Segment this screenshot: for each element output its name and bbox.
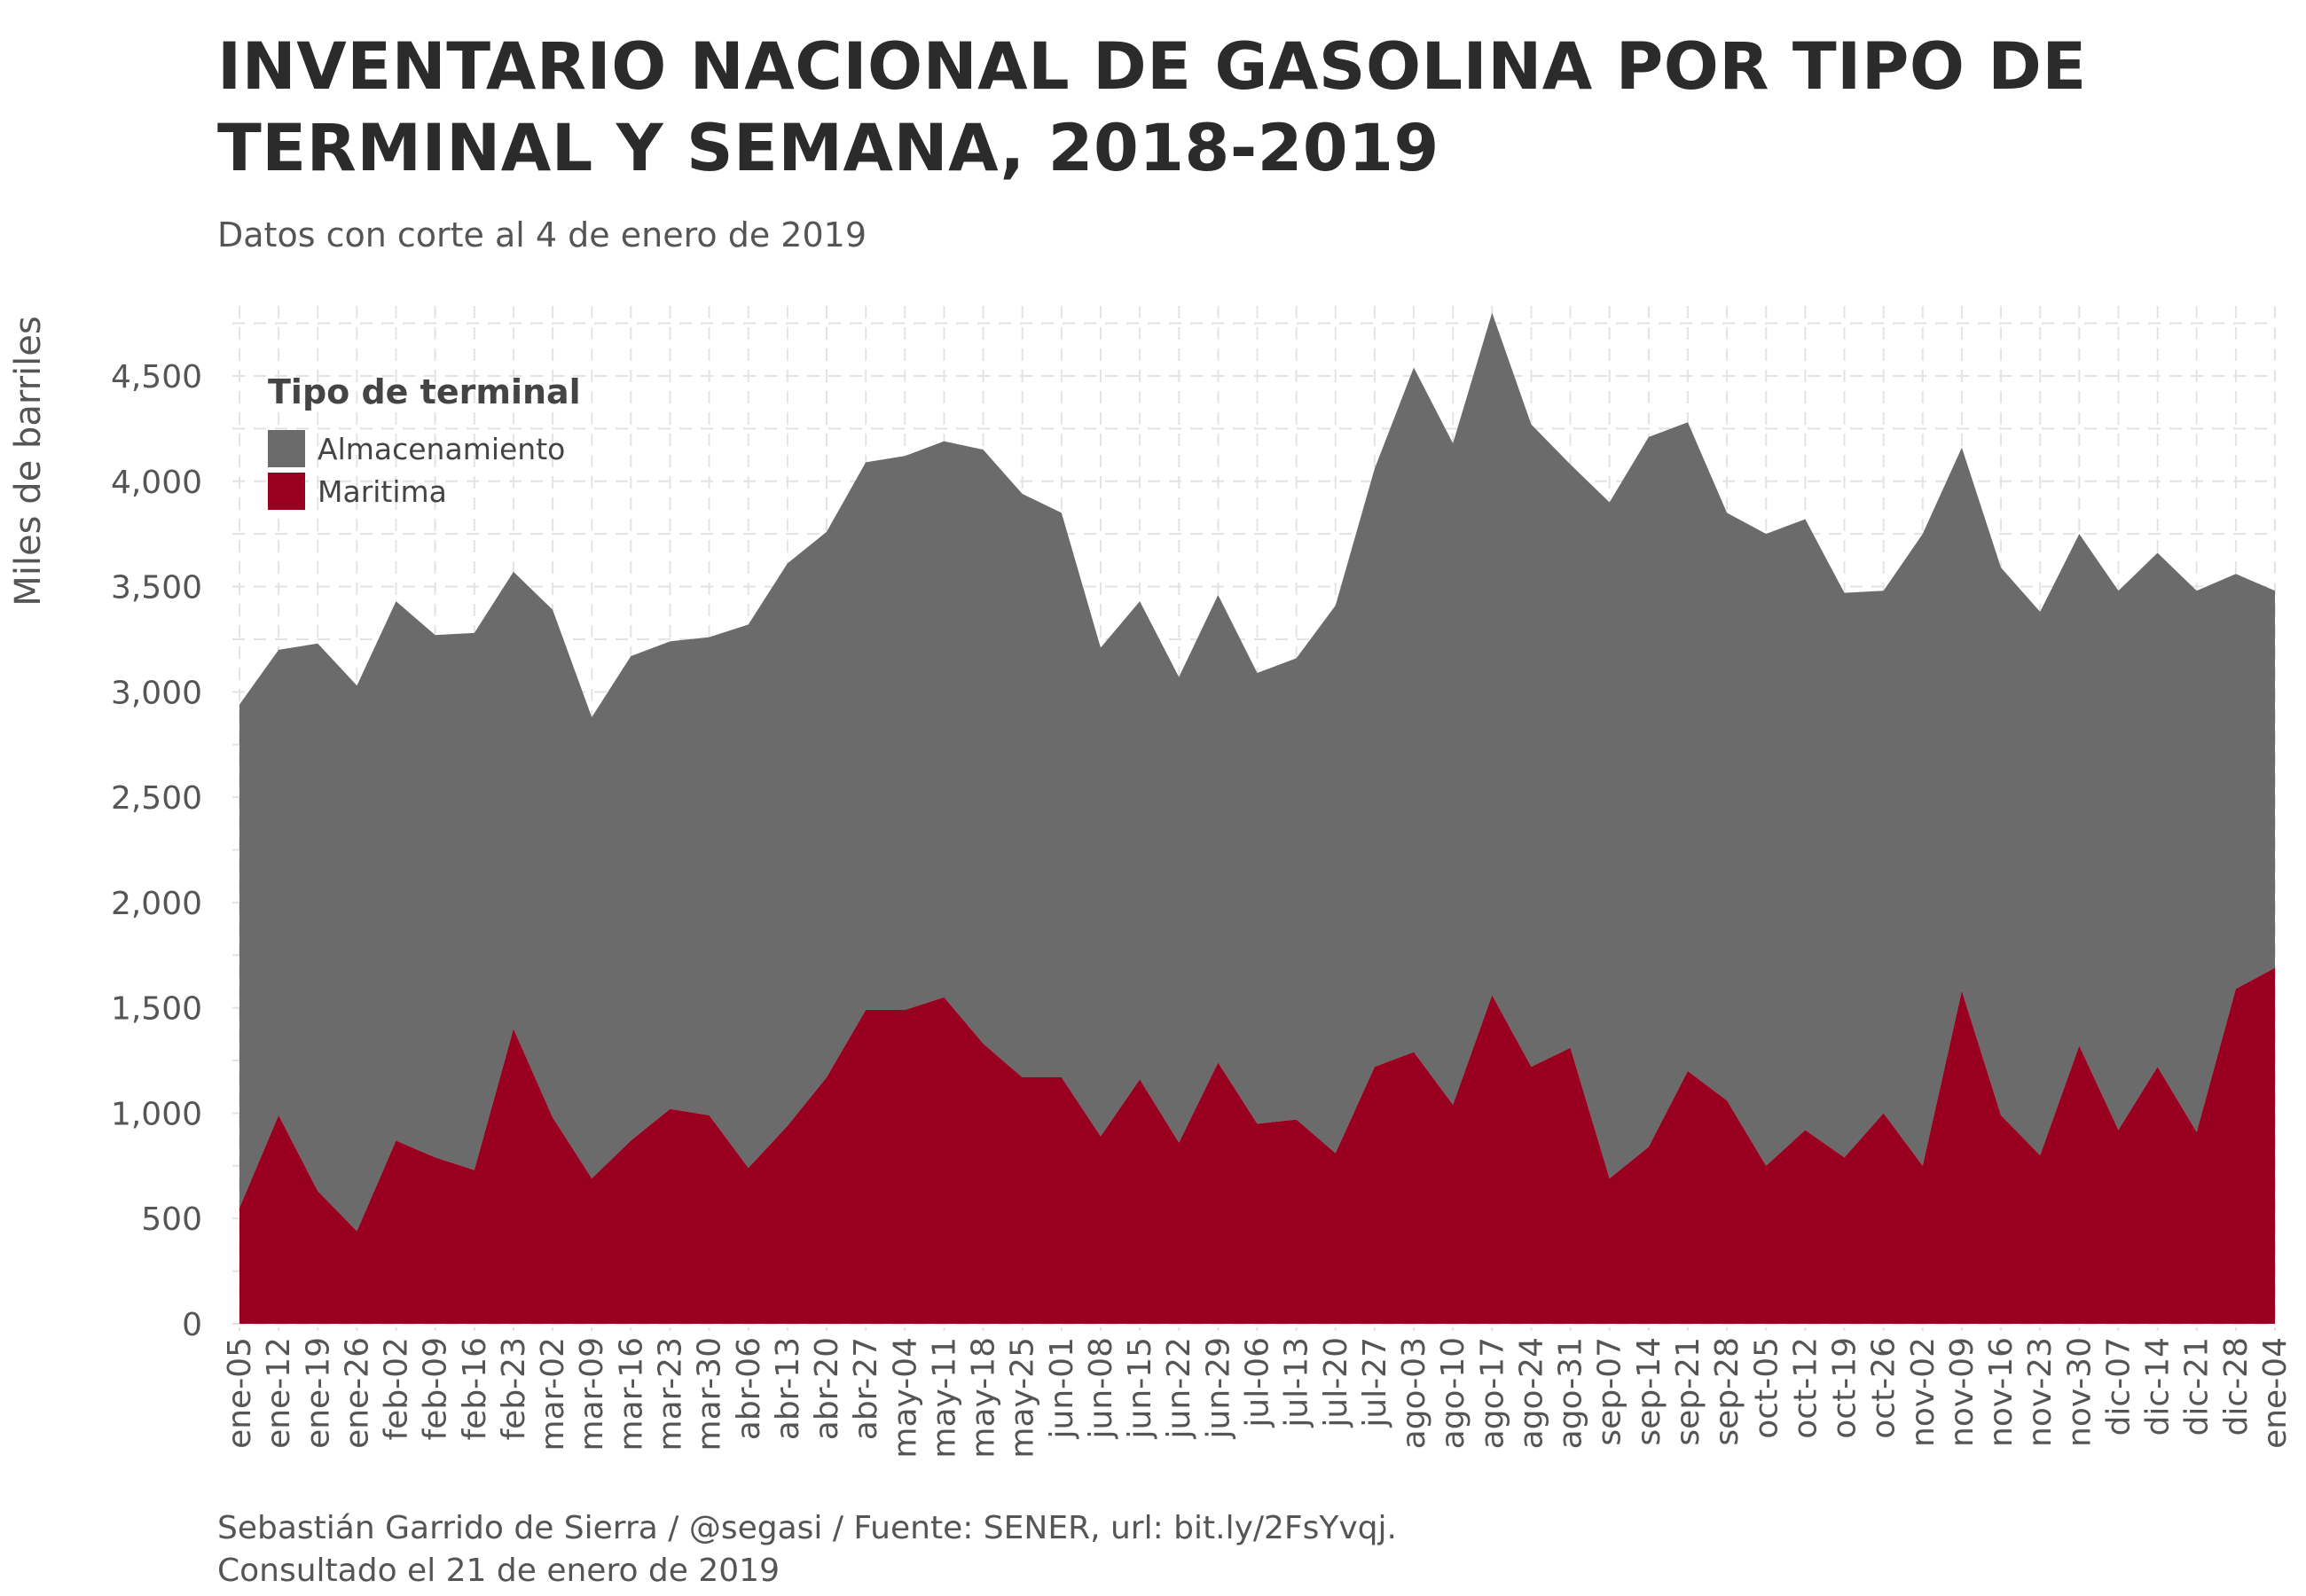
x-tick-label: nov-02 <box>1905 1337 1941 1447</box>
x-tick-label: jun-01 <box>1044 1337 1080 1439</box>
x-tick-label: ago-03 <box>1396 1337 1432 1449</box>
x-tick-label: abr-20 <box>809 1337 845 1440</box>
y-tick-label: 4,000 <box>111 465 202 501</box>
x-tick-label: mar-16 <box>613 1337 649 1451</box>
caption: Sebastián Garrido de Sierra / @segasi / … <box>217 1507 1397 1592</box>
x-tick-label: ene-05 <box>222 1337 258 1449</box>
legend-item-maritima: Maritima <box>268 470 581 512</box>
y-tick-label: 2,500 <box>111 780 202 817</box>
y-tick-label: 1,500 <box>111 991 202 1028</box>
x-tick-label: ene-26 <box>339 1337 375 1449</box>
x-tick-label: ene-12 <box>261 1337 297 1449</box>
x-tick-label: dic-14 <box>2140 1337 2177 1436</box>
x-tick-label: sep-21 <box>1670 1337 1706 1446</box>
legend-item-almacenamiento: Almacenamiento <box>268 427 581 470</box>
x-tick-label: may-18 <box>966 1337 1002 1459</box>
x-tick-label: abr-06 <box>731 1337 767 1440</box>
area-almacenamiento <box>239 312 2275 1232</box>
y-tick-label: 1,000 <box>111 1096 202 1132</box>
x-tick-label: ago-10 <box>1435 1337 1471 1449</box>
legend-swatch-maritima <box>268 473 305 510</box>
x-tick-label: mar-09 <box>574 1337 610 1451</box>
y-tick-label: 2,000 <box>111 886 202 922</box>
x-tick-label: feb-09 <box>418 1337 454 1440</box>
x-tick-label: oct-05 <box>1748 1337 1784 1439</box>
x-tick-label: mar-30 <box>692 1337 728 1451</box>
y-tick-label: 500 <box>141 1201 202 1238</box>
x-tick-label: oct-12 <box>1787 1337 1824 1439</box>
x-tick-label: jun-29 <box>1200 1337 1236 1439</box>
x-tick-label: sep-28 <box>1709 1337 1745 1446</box>
y-tick-label: 0 <box>182 1307 202 1343</box>
x-tick-label: feb-23 <box>496 1337 532 1440</box>
x-tick-label: mar-02 <box>535 1337 571 1451</box>
x-tick-label: may-25 <box>1005 1337 1041 1459</box>
x-tick-label: ene-04 <box>2257 1337 2294 1449</box>
y-axis-label: Miles de barriles <box>8 316 49 606</box>
legend: Tipo de terminal Almacenamiento Maritima <box>268 372 581 512</box>
x-tick-label: oct-19 <box>1827 1337 1863 1439</box>
x-tick-label: feb-16 <box>457 1337 493 1440</box>
x-tick-label: feb-02 <box>379 1337 415 1440</box>
x-tick-label: jul-20 <box>1318 1337 1354 1428</box>
y-tick-label: 4,500 <box>111 359 202 395</box>
x-tick-label: dic-28 <box>2218 1337 2255 1436</box>
y-tick-label: 3,000 <box>111 675 202 711</box>
x-axis-ticks: ene-05 ene-12 ene-19 ene-26 feb-02 feb-09 feb-… <box>222 1337 2294 1459</box>
x-tick-label: dic-07 <box>2100 1337 2137 1436</box>
x-tick-label: may-04 <box>887 1337 923 1459</box>
x-tick-label: ago-17 <box>1474 1337 1510 1449</box>
legend-label-maritima: Maritima <box>318 473 447 509</box>
x-tick-label: abr-13 <box>770 1337 806 1440</box>
legend-swatch-almacenamiento <box>268 430 305 467</box>
x-tick-label: sep-14 <box>1631 1337 1667 1446</box>
x-tick-label: dic-21 <box>2179 1337 2216 1436</box>
x-tick-label: mar-23 <box>652 1337 688 1451</box>
x-tick-label: nov-16 <box>1983 1337 2020 1447</box>
x-tick-label: nov-30 <box>2061 1337 2098 1447</box>
legend-title: Tipo de terminal <box>268 372 581 411</box>
chart-subtitle: Datos con corte al 4 de enero de 2019 <box>217 215 867 254</box>
chart-title: INVENTARIO NACIONAL DE GASOLINA POR TIPO… <box>217 29 2087 186</box>
area-series <box>239 312 2275 1324</box>
x-tick-label: may-11 <box>926 1337 962 1459</box>
x-tick-label: nov-09 <box>1944 1337 1980 1447</box>
area-maritima <box>239 967 2275 1324</box>
x-tick-label: abr-27 <box>848 1337 884 1440</box>
y-tick-label: 3,500 <box>111 570 202 606</box>
x-tick-label: jul-06 <box>1240 1337 1276 1428</box>
x-tick-label: jul-13 <box>1279 1337 1315 1428</box>
x-tick-label: sep-07 <box>1592 1337 1628 1446</box>
x-tick-label: nov-23 <box>2022 1337 2059 1447</box>
x-tick-label: ene-19 <box>300 1337 336 1449</box>
caption-consulted: Consultado el 21 de enero de 2019 <box>217 1553 780 1589</box>
x-tick-label: oct-26 <box>1866 1337 1902 1439</box>
x-tick-label: jul-27 <box>1357 1337 1393 1428</box>
caption-source: Sebastián Garrido de Sierra / @segasi / … <box>217 1510 1397 1546</box>
legend-label-almacenamiento: Almacenamiento <box>318 431 566 466</box>
y-axis-ticks: 0 500 1,000 1,500 2,000 2,500 3,000 3,500 4,000 4… <box>111 359 202 1343</box>
x-tick-label: ago-31 <box>1553 1337 1589 1449</box>
x-tick-label: jun-22 <box>1161 1337 1197 1439</box>
x-tick-label: jun-15 <box>1122 1337 1158 1439</box>
x-tick-label: jun-08 <box>1083 1337 1119 1439</box>
x-tick-label: ago-24 <box>1513 1337 1549 1449</box>
